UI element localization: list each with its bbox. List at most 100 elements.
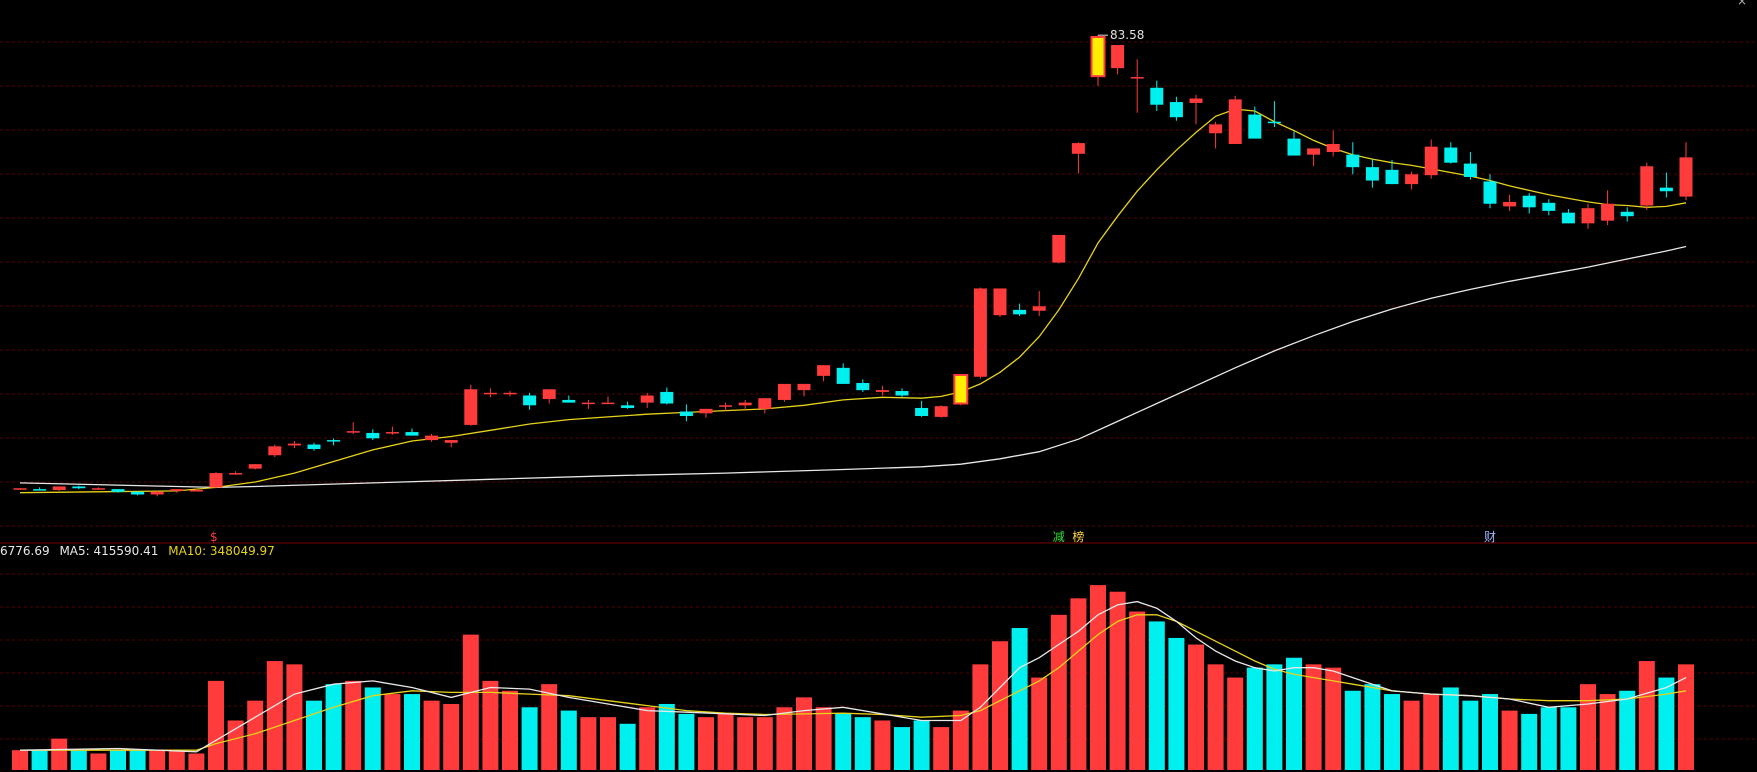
candle-body-down [1561, 212, 1575, 224]
volume-bar-up [384, 694, 401, 770]
volume-bar-down [306, 700, 322, 770]
volume-bar-down [835, 713, 852, 770]
candle-body-up [777, 383, 791, 400]
candle-body-up [797, 383, 811, 391]
candle-body-down [679, 411, 693, 416]
candle-body-down [562, 399, 576, 403]
candle-body-up [817, 365, 831, 376]
volume-bar-up [443, 703, 460, 770]
candle-body-down [895, 391, 909, 396]
volume-bar-down [560, 710, 577, 770]
candle-body-down [1444, 147, 1458, 163]
event-marker: 榜 [1072, 529, 1084, 544]
candle-body-up [287, 443, 301, 446]
volume-bar-down [129, 750, 146, 770]
candle-body-up [601, 402, 615, 405]
candle-body-up [1130, 77, 1144, 79]
candle-body-down [405, 432, 419, 436]
candle-body-down [915, 407, 929, 416]
candles [13, 35, 1693, 497]
candle-body-down [1248, 114, 1262, 139]
price-ma-short [19, 108, 1687, 494]
volume-bar-down [31, 750, 48, 770]
candle-body-up [719, 405, 733, 407]
volume-bar-down [1658, 677, 1675, 770]
candle-body-down [1287, 138, 1301, 156]
volume-bar-down [1344, 690, 1361, 770]
candle-body-up [875, 390, 889, 392]
volume-bar-up [698, 717, 714, 770]
volume-bar-down [1266, 664, 1283, 770]
volume-bar-up [933, 727, 950, 770]
close-icon[interactable]: × [1736, 0, 1747, 8]
candle-body-up [91, 488, 105, 490]
candle-body-down [621, 405, 635, 408]
volume-bar-up [247, 700, 264, 770]
volume-bars [12, 585, 1694, 770]
volume-bar-up [1325, 667, 1342, 770]
volume-bar-up [1599, 694, 1616, 770]
candle-body-down [1013, 309, 1027, 315]
candle-body-down [1463, 163, 1477, 177]
candle-body-up [346, 431, 360, 433]
volume-bar-up [1129, 611, 1146, 770]
volume-bar-down [1364, 684, 1381, 770]
volume-bar-up [639, 707, 656, 770]
candle-body-down [1346, 154, 1360, 168]
volume-bar-up [1227, 677, 1244, 770]
candle-body-down [1267, 121, 1281, 124]
candle-body-up [993, 288, 1007, 316]
candle-body-up [52, 486, 66, 491]
price-grid [0, 41, 1757, 527]
volume-bar-down [1462, 700, 1479, 770]
candle-body-up [1503, 201, 1517, 207]
peak-price-label: 83.58 [1110, 28, 1144, 42]
candle-body-up [1307, 148, 1321, 155]
volume-bar-down [364, 687, 381, 770]
candle-body-down [327, 440, 341, 442]
volume-bar-up [1090, 585, 1106, 770]
volume-bar-down [1246, 667, 1263, 770]
candle-body-up [1189, 98, 1203, 103]
volume-bar-up [1638, 661, 1655, 770]
candle-body-up [934, 406, 948, 417]
volume-bar-down [1286, 657, 1302, 770]
volume-bar-down [678, 713, 695, 770]
volume-bar-up [1031, 677, 1048, 770]
event-marker: $ [210, 530, 218, 544]
volume-bar-down [1148, 621, 1165, 770]
volume-bar-up [1050, 614, 1067, 770]
volume-bar-up [266, 661, 283, 770]
candle-body-up [1111, 44, 1125, 69]
volume-bar-up [874, 720, 891, 770]
volume-bar-up [1678, 664, 1694, 770]
candle-body-down [72, 486, 86, 489]
volume-bar-up [227, 720, 244, 770]
volume-bar-down [1619, 690, 1636, 770]
candle-body-up [248, 464, 262, 469]
volume-bar-up [541, 684, 558, 770]
volume-bar-up [1070, 598, 1087, 770]
candle-body-up [150, 491, 164, 495]
volume-bar-up [482, 680, 499, 770]
candle-body-highlight [953, 373, 969, 405]
candle-body-down [1542, 202, 1556, 211]
candle-body-up [189, 490, 203, 492]
volume-bar-down [70, 750, 87, 770]
candle-body-down [856, 383, 870, 391]
candle-body-up [699, 408, 713, 414]
volume-bar-up [423, 700, 440, 770]
volume-bar-up [756, 717, 773, 770]
candle-body-up [1640, 166, 1654, 206]
volume-bar-down [1011, 628, 1028, 770]
candle-body-up [1071, 143, 1085, 154]
candle-body-up [581, 402, 595, 405]
volume-bar-up [1501, 710, 1518, 770]
candle-body-up [1601, 203, 1615, 221]
volume-bar-down [1168, 637, 1185, 770]
candle-body-up [483, 392, 497, 395]
volume-bar-up [1207, 664, 1224, 770]
annotations: 83.58 $ 减榜 财 [210, 28, 1496, 544]
candle-body-up [1032, 306, 1046, 311]
volume-bar-down [1482, 694, 1498, 770]
